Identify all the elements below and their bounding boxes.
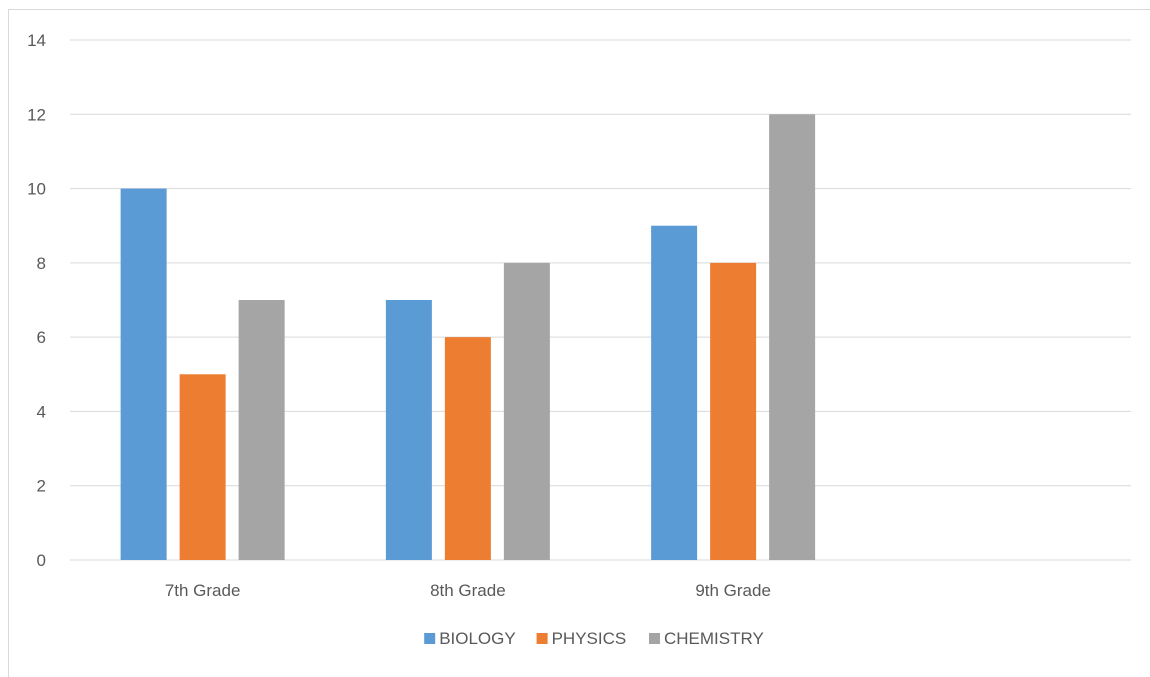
gridlines	[70, 39, 1131, 561]
y-tick-label: 4	[37, 402, 46, 421]
x-tick-label: 9th Grade	[695, 581, 771, 600]
legend-label-physics: PHYSICS	[552, 629, 627, 648]
bar-physics-0	[179, 374, 226, 560]
y-tick-label: 10	[27, 180, 46, 199]
bar-physics-2	[710, 262, 757, 560]
x-axis-ticks: 7th Grade 8th Grade 9th Grade	[165, 581, 771, 600]
bar-chemistry-1	[503, 262, 550, 560]
bar-biology-2	[651, 225, 698, 560]
y-tick-label: 12	[27, 105, 46, 124]
chart-frame	[8, 9, 1150, 677]
y-axis-ticks: 0 2 4 6 8 10 12 14	[27, 31, 46, 570]
bars	[120, 114, 816, 561]
y-tick-label: 2	[37, 477, 46, 496]
x-tick-label: 7th Grade	[165, 581, 241, 600]
bar-physics-1	[444, 337, 491, 560]
legend-swatch-biology	[424, 633, 436, 644]
bar-chemistry-0	[238, 300, 285, 560]
legend: BIOLOGY PHYSICS CHEMISTRY	[424, 629, 764, 648]
y-tick-label: 14	[27, 31, 46, 50]
y-tick-label: 6	[37, 328, 46, 347]
legend-swatch-chemistry	[649, 633, 660, 644]
legend-label-chemistry: CHEMISTRY	[664, 629, 764, 648]
legend-label-biology: BIOLOGY	[439, 629, 516, 648]
bar-biology-0	[120, 188, 167, 561]
y-tick-label: 8	[37, 254, 46, 273]
legend-swatch-physics	[536, 633, 548, 644]
x-tick-label: 8th Grade	[430, 581, 506, 600]
bar-biology-1	[385, 300, 432, 560]
bar-chemistry-2	[769, 114, 816, 561]
y-tick-label: 0	[37, 551, 46, 570]
